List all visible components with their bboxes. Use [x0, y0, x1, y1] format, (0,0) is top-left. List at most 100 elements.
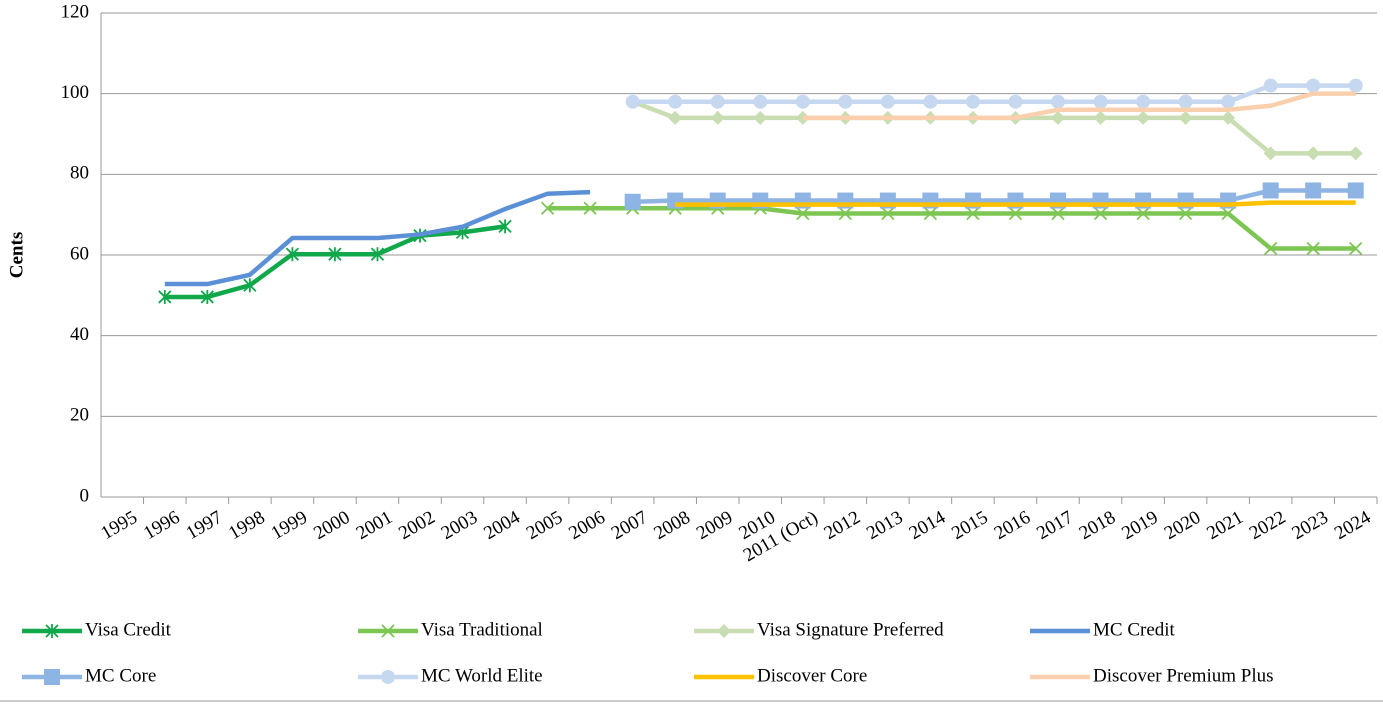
x-tick-label: 2020	[1161, 507, 1204, 544]
marker	[1178, 110, 1193, 125]
marker	[158, 289, 172, 304]
legend-label: Visa Signature Preferred	[757, 619, 944, 640]
x-tick-label: 2022	[1246, 507, 1289, 544]
marker	[1347, 182, 1364, 199]
marker	[881, 206, 895, 221]
legend-label: Discover Core	[757, 665, 867, 686]
marker	[923, 206, 938, 221]
marker	[753, 110, 768, 125]
x-tick-label: 2002	[395, 507, 438, 544]
marker	[1305, 182, 1322, 199]
marker	[624, 193, 641, 210]
x-tick-label: 2017	[1033, 507, 1076, 544]
marker	[1093, 206, 1108, 221]
marker	[1136, 206, 1150, 221]
marker	[1221, 206, 1235, 221]
y-axis-label: Cents	[6, 232, 27, 278]
marker	[1262, 182, 1279, 199]
marker	[1093, 94, 1108, 109]
marker	[1348, 146, 1363, 161]
series-line	[802, 91, 1356, 121]
x-tick-label: 2003	[438, 507, 481, 544]
marker	[753, 94, 768, 109]
marker	[1306, 146, 1321, 161]
marker	[668, 94, 683, 109]
marker	[381, 670, 395, 684]
marker	[1051, 110, 1065, 125]
legend-label: Visa Traditional	[421, 619, 543, 640]
x-tick-label: 1999	[268, 507, 311, 544]
x-tick-label: 2013	[863, 507, 906, 544]
x-tick-label: 2005	[523, 507, 566, 544]
x-tick-label: 2000	[310, 507, 353, 544]
marker	[45, 624, 59, 638]
marker	[540, 201, 555, 215]
marker	[1008, 94, 1023, 109]
x-tick-label: 2009	[693, 507, 736, 544]
marker	[1349, 241, 1363, 256]
marker	[710, 110, 725, 125]
x-tick-label: 2008	[650, 507, 693, 544]
x-tick-label: 1996	[140, 507, 183, 544]
series-line	[632, 83, 1356, 104]
y-tick-label: 120	[61, 1, 90, 22]
legend-label: Visa Credit	[85, 619, 172, 640]
marker	[1178, 206, 1193, 221]
x-tick-label: 2006	[565, 507, 608, 544]
marker	[796, 206, 810, 221]
series-line	[547, 205, 1356, 251]
x-tick-label: 1998	[225, 507, 268, 544]
marker	[1051, 94, 1065, 109]
x-tick-label: 1995	[98, 507, 141, 544]
marker	[1178, 94, 1193, 109]
x-tick-label: 1997	[183, 507, 226, 544]
marker	[243, 278, 257, 293]
marker	[1221, 94, 1236, 109]
marker	[583, 201, 597, 215]
marker	[965, 94, 980, 109]
marker	[710, 94, 725, 109]
x-tick-label: 2007	[608, 507, 651, 544]
marker	[1051, 206, 1065, 221]
y-tick-label: 40	[70, 324, 89, 345]
marker	[966, 206, 980, 221]
x-tick-label: 2015	[948, 507, 991, 544]
marker	[285, 247, 300, 262]
x-tick-label: 2021	[1203, 507, 1246, 544]
y-tick-label: 60	[70, 243, 89, 264]
marker	[370, 247, 385, 262]
marker	[328, 247, 342, 262]
series-line	[164, 189, 591, 287]
marker	[1348, 78, 1363, 93]
marker	[838, 206, 852, 221]
marker	[498, 219, 512, 234]
x-tick-label: 2018	[1076, 507, 1119, 544]
marker	[381, 624, 395, 638]
marker	[44, 669, 60, 685]
marker	[1263, 146, 1278, 161]
x-tick-label: 2004	[480, 507, 524, 544]
marker	[880, 94, 895, 109]
marker	[1136, 110, 1151, 125]
marker	[625, 94, 640, 109]
x-tick-label: 2016	[991, 507, 1034, 544]
x-tick-label: 2024	[1331, 507, 1375, 544]
marker	[200, 289, 214, 304]
y-tick-label: 0	[80, 485, 90, 506]
marker	[1306, 241, 1320, 256]
y-tick-label: 100	[61, 82, 90, 103]
marker	[1263, 78, 1278, 93]
marker	[1221, 110, 1236, 125]
y-tick-label: 80	[70, 163, 89, 184]
legend-label: MC Core	[85, 665, 156, 686]
x-tick-label: 2023	[1288, 507, 1331, 544]
marker	[668, 110, 683, 125]
x-tick-label: 2014	[906, 507, 950, 544]
legend-label: MC World Elite	[421, 665, 543, 686]
marker	[717, 624, 731, 638]
legend-label: Discover Premium Plus	[1093, 665, 1274, 686]
x-tick-label: 2001	[353, 507, 396, 544]
y-tick-label: 20	[70, 405, 89, 426]
